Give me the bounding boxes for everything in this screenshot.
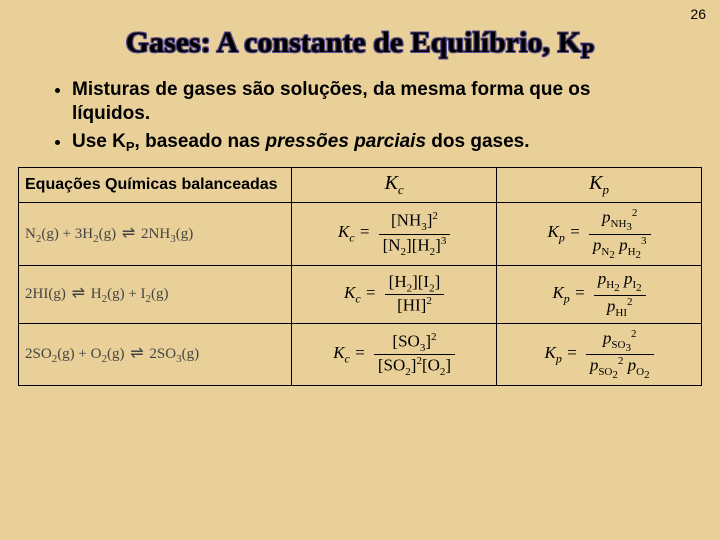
kc-denominator: [SO2]2[O2] bbox=[374, 355, 455, 378]
table-row: N2(g) + 3H2(g) ⇌ 2NH3(g) Kc = [NH3]2 [N2… bbox=[19, 203, 702, 266]
kp-label: Kp = bbox=[544, 343, 577, 366]
reaction-cell: N2(g) + 3H2(g) ⇌ 2NH3(g) bbox=[19, 203, 292, 266]
table-header-kp: Kp bbox=[497, 168, 702, 203]
kp-fraction: pSO32 pSO22 pO2 bbox=[586, 328, 654, 382]
kc-fraction: [SO3]2 [SO2]2[O2] bbox=[374, 331, 455, 378]
kp-label: Kp = bbox=[548, 222, 581, 245]
table-row: 2SO2(g) + O2(g) ⇌ 2SO3(g) Kc = [SO3]2 [S… bbox=[19, 323, 702, 386]
slide-title: Gases: A constante de Equilíbrio, KP bbox=[18, 26, 702, 60]
kp-cell: Kp = pNH32 pN2 pH23 bbox=[497, 203, 702, 266]
kc-cell: Kc = [H2][I2] [HI]2 bbox=[292, 265, 497, 323]
kc-label: Kc = bbox=[344, 283, 376, 306]
table-row: 2HI(g) ⇌ H2(g) + I2(g) Kc = [H2][I2] [HI… bbox=[19, 265, 702, 323]
table-header-kc: Kc bbox=[292, 168, 497, 203]
kp-label: Kp = bbox=[552, 283, 585, 306]
kc-denominator: [N2][H2]3 bbox=[379, 235, 451, 258]
kp-denominator: pHI2 bbox=[594, 296, 646, 319]
kp-denominator: pSO22 pO2 bbox=[586, 355, 654, 381]
page-number: 26 bbox=[690, 6, 706, 22]
kc-cell: Kc = [NH3]2 [N2][H2]3 bbox=[292, 203, 497, 266]
kc-denominator: [HI]2 bbox=[385, 295, 445, 315]
kp-fraction: pH2 pI2 pHI2 bbox=[594, 270, 646, 319]
kc-numerator: [NH3]2 bbox=[379, 210, 451, 234]
bullet-item: Use KP, baseado nas pressões parciais do… bbox=[72, 130, 672, 154]
kc-label: Kc = bbox=[338, 222, 370, 245]
bullet-item: Misturas de gases são soluções, da mesma… bbox=[72, 78, 672, 126]
kc-fraction: [H2][I2] [HI]2 bbox=[385, 273, 445, 316]
reaction-cell: 2SO2(g) + O2(g) ⇌ 2SO3(g) bbox=[19, 323, 292, 386]
reaction-cell: 2HI(g) ⇌ H2(g) + I2(g) bbox=[19, 265, 292, 323]
kc-cell: Kc = [SO3]2 [SO2]2[O2] bbox=[292, 323, 497, 386]
kp-numerator: pH2 pI2 bbox=[594, 270, 646, 296]
kc-fraction: [NH3]2 [N2][H2]3 bbox=[379, 210, 451, 257]
kp-cell: Kp = pH2 pI2 pHI2 bbox=[497, 265, 702, 323]
kp-numerator: pNH32 bbox=[589, 207, 651, 234]
equilibrium-table: Equações Químicas balanceadas Kc Kp N2(g… bbox=[18, 167, 702, 386]
kc-numerator: [SO3]2 bbox=[374, 331, 455, 355]
kp-numerator: pSO32 bbox=[586, 328, 654, 355]
kc-numerator: [H2][I2] bbox=[385, 273, 445, 295]
kp-denominator: pN2 pH23 bbox=[589, 235, 651, 261]
bullet-list: Misturas de gases são soluções, da mesma… bbox=[72, 78, 672, 153]
kc-label: Kc = bbox=[333, 343, 365, 366]
kp-fraction: pNH32 pN2 pH23 bbox=[589, 207, 651, 261]
table-header-reactions: Equações Químicas balanceadas bbox=[19, 168, 292, 203]
kp-cell: Kp = pSO32 pSO22 pO2 bbox=[497, 323, 702, 386]
